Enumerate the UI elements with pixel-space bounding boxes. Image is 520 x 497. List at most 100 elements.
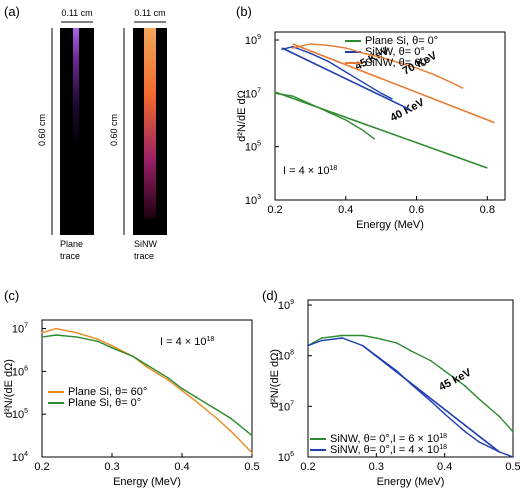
data-point bbox=[478, 441, 480, 443]
data-point bbox=[76, 332, 78, 334]
legend-entry: Plane Si, θ= 60° bbox=[68, 386, 147, 398]
data-point bbox=[512, 430, 514, 433]
data-point bbox=[146, 364, 148, 366]
plane-trace-beam bbox=[73, 28, 79, 148]
data-point bbox=[409, 349, 412, 352]
plane-trace-label-2: trace bbox=[60, 251, 80, 261]
sinw-trace-label-2: trace bbox=[134, 251, 154, 261]
legend-entry: SiNW, θ= 0°,I = 4 × 1018 bbox=[330, 444, 447, 456]
chart-d: 0.2 0.3 0.4 0.5 106 107 108 109 Energy (MeV) d²N/… bbox=[269, 299, 520, 488]
data-point bbox=[464, 430, 466, 433]
fit-line bbox=[362, 344, 500, 453]
data-point bbox=[415, 67, 418, 69]
data-point bbox=[291, 45, 294, 48]
y-tick-exponent: 6 bbox=[290, 451, 294, 458]
data-point bbox=[111, 347, 113, 349]
y-tick-label: 108 bbox=[278, 350, 294, 363]
sinw-trace-label-1: SiNW bbox=[134, 239, 158, 249]
legend-entry: Plane Si, θ= 0° bbox=[68, 397, 141, 409]
y-tick-exponent: 7 bbox=[290, 400, 294, 407]
data-point bbox=[309, 43, 312, 45]
y-tick-exponent: 6 bbox=[24, 365, 28, 372]
x-tick-label: 0.3 bbox=[104, 461, 119, 473]
data-point bbox=[97, 340, 99, 343]
panel-a: (a) 0.11 cm 0.11 cm 0.60 cm 0.60 cm Plan… bbox=[4, 4, 167, 261]
data-point bbox=[320, 339, 323, 342]
data-point bbox=[55, 334, 57, 336]
x-tick-label: 0.4 bbox=[338, 204, 353, 216]
width-label-a: 0.11 cm bbox=[61, 8, 92, 18]
data-point bbox=[443, 413, 446, 415]
data-point bbox=[230, 430, 232, 433]
x-axis-label: Energy (MeV) bbox=[356, 219, 424, 231]
data-point bbox=[433, 73, 436, 76]
data-point bbox=[375, 337, 378, 339]
data-point bbox=[291, 47, 294, 49]
data-point bbox=[291, 95, 294, 97]
data-point bbox=[76, 336, 78, 338]
data-point bbox=[195, 400, 197, 403]
panel-b-letter: (b) bbox=[236, 4, 252, 19]
data-point bbox=[41, 332, 43, 334]
chart-b: 0.2 0.4 0.6 0.8 103 105 107 109 Energy (MeV) d²N/… bbox=[236, 31, 506, 231]
y-tick-label: 103 bbox=[245, 194, 261, 207]
x-tick-label: 0.4 bbox=[437, 461, 452, 473]
legend-entry-sup: 18 bbox=[439, 444, 447, 451]
x-axis-label: Energy (MeV) bbox=[113, 476, 181, 488]
y-tick-label: 107 bbox=[245, 87, 261, 100]
data-point bbox=[167, 376, 169, 379]
y-tick-label: 105 bbox=[245, 141, 261, 154]
data-point bbox=[361, 334, 364, 337]
panel-d-letter: (d) bbox=[262, 288, 278, 303]
y-tick-exponent: 7 bbox=[257, 87, 261, 94]
y-tick-label: 109 bbox=[278, 299, 294, 312]
y-tick-exponent: 8 bbox=[290, 350, 294, 357]
panel-a-letter: (a) bbox=[4, 4, 20, 19]
data-point bbox=[461, 87, 464, 89]
data-point bbox=[380, 56, 382, 59]
data-point bbox=[216, 417, 218, 420]
data-point bbox=[344, 47, 347, 49]
data-point bbox=[55, 327, 57, 330]
sinw-trace-beam bbox=[144, 28, 156, 218]
data-point bbox=[309, 52, 312, 55]
data-point bbox=[362, 129, 365, 132]
x-tick-label: 0.5 bbox=[505, 461, 520, 473]
data-point bbox=[251, 434, 253, 437]
y-tick-exponent: 9 bbox=[290, 299, 294, 306]
intensity-annotation: I = 4 × 1018 bbox=[283, 165, 337, 177]
data-point bbox=[498, 415, 501, 418]
y-tick-label: 109 bbox=[245, 34, 261, 47]
plot-frame bbox=[307, 299, 514, 458]
data-point bbox=[390, 97, 393, 100]
data-point bbox=[430, 359, 432, 362]
fit-line bbox=[274, 91, 488, 169]
data-point bbox=[344, 119, 347, 121]
data-point bbox=[167, 379, 169, 381]
data-point bbox=[181, 389, 183, 392]
data-point bbox=[398, 61, 400, 64]
data-point bbox=[132, 355, 134, 358]
y-tick-label: 107 bbox=[12, 323, 28, 336]
data-point bbox=[478, 397, 480, 400]
x-tick-label: 0.4 bbox=[174, 461, 189, 473]
y-tick-exponent: 5 bbox=[257, 141, 261, 148]
x-tick-label: 0.6 bbox=[409, 204, 424, 216]
data-point bbox=[327, 44, 329, 47]
data-point bbox=[251, 451, 253, 454]
intensity-annotation-sup: 18 bbox=[206, 336, 214, 343]
y-tick-label: 104 bbox=[12, 451, 28, 464]
data-point bbox=[181, 387, 183, 390]
x-axis-label: Energy (MeV) bbox=[377, 476, 445, 488]
y-axis-label: d²N/dE dΩ bbox=[236, 90, 248, 142]
data-point bbox=[396, 342, 398, 344]
y-tick-exponent: 3 bbox=[257, 194, 261, 201]
data-point bbox=[327, 60, 329, 63]
x-tick-label: 0.8 bbox=[480, 204, 495, 216]
plot-frame bbox=[41, 319, 253, 458]
y-tick-label: 106 bbox=[278, 451, 294, 464]
series-line bbox=[274, 92, 375, 140]
legend-entry: SiNW, θ= 60° bbox=[365, 57, 431, 69]
y-axis-label: d²N/(dE dΩ) bbox=[269, 349, 281, 408]
